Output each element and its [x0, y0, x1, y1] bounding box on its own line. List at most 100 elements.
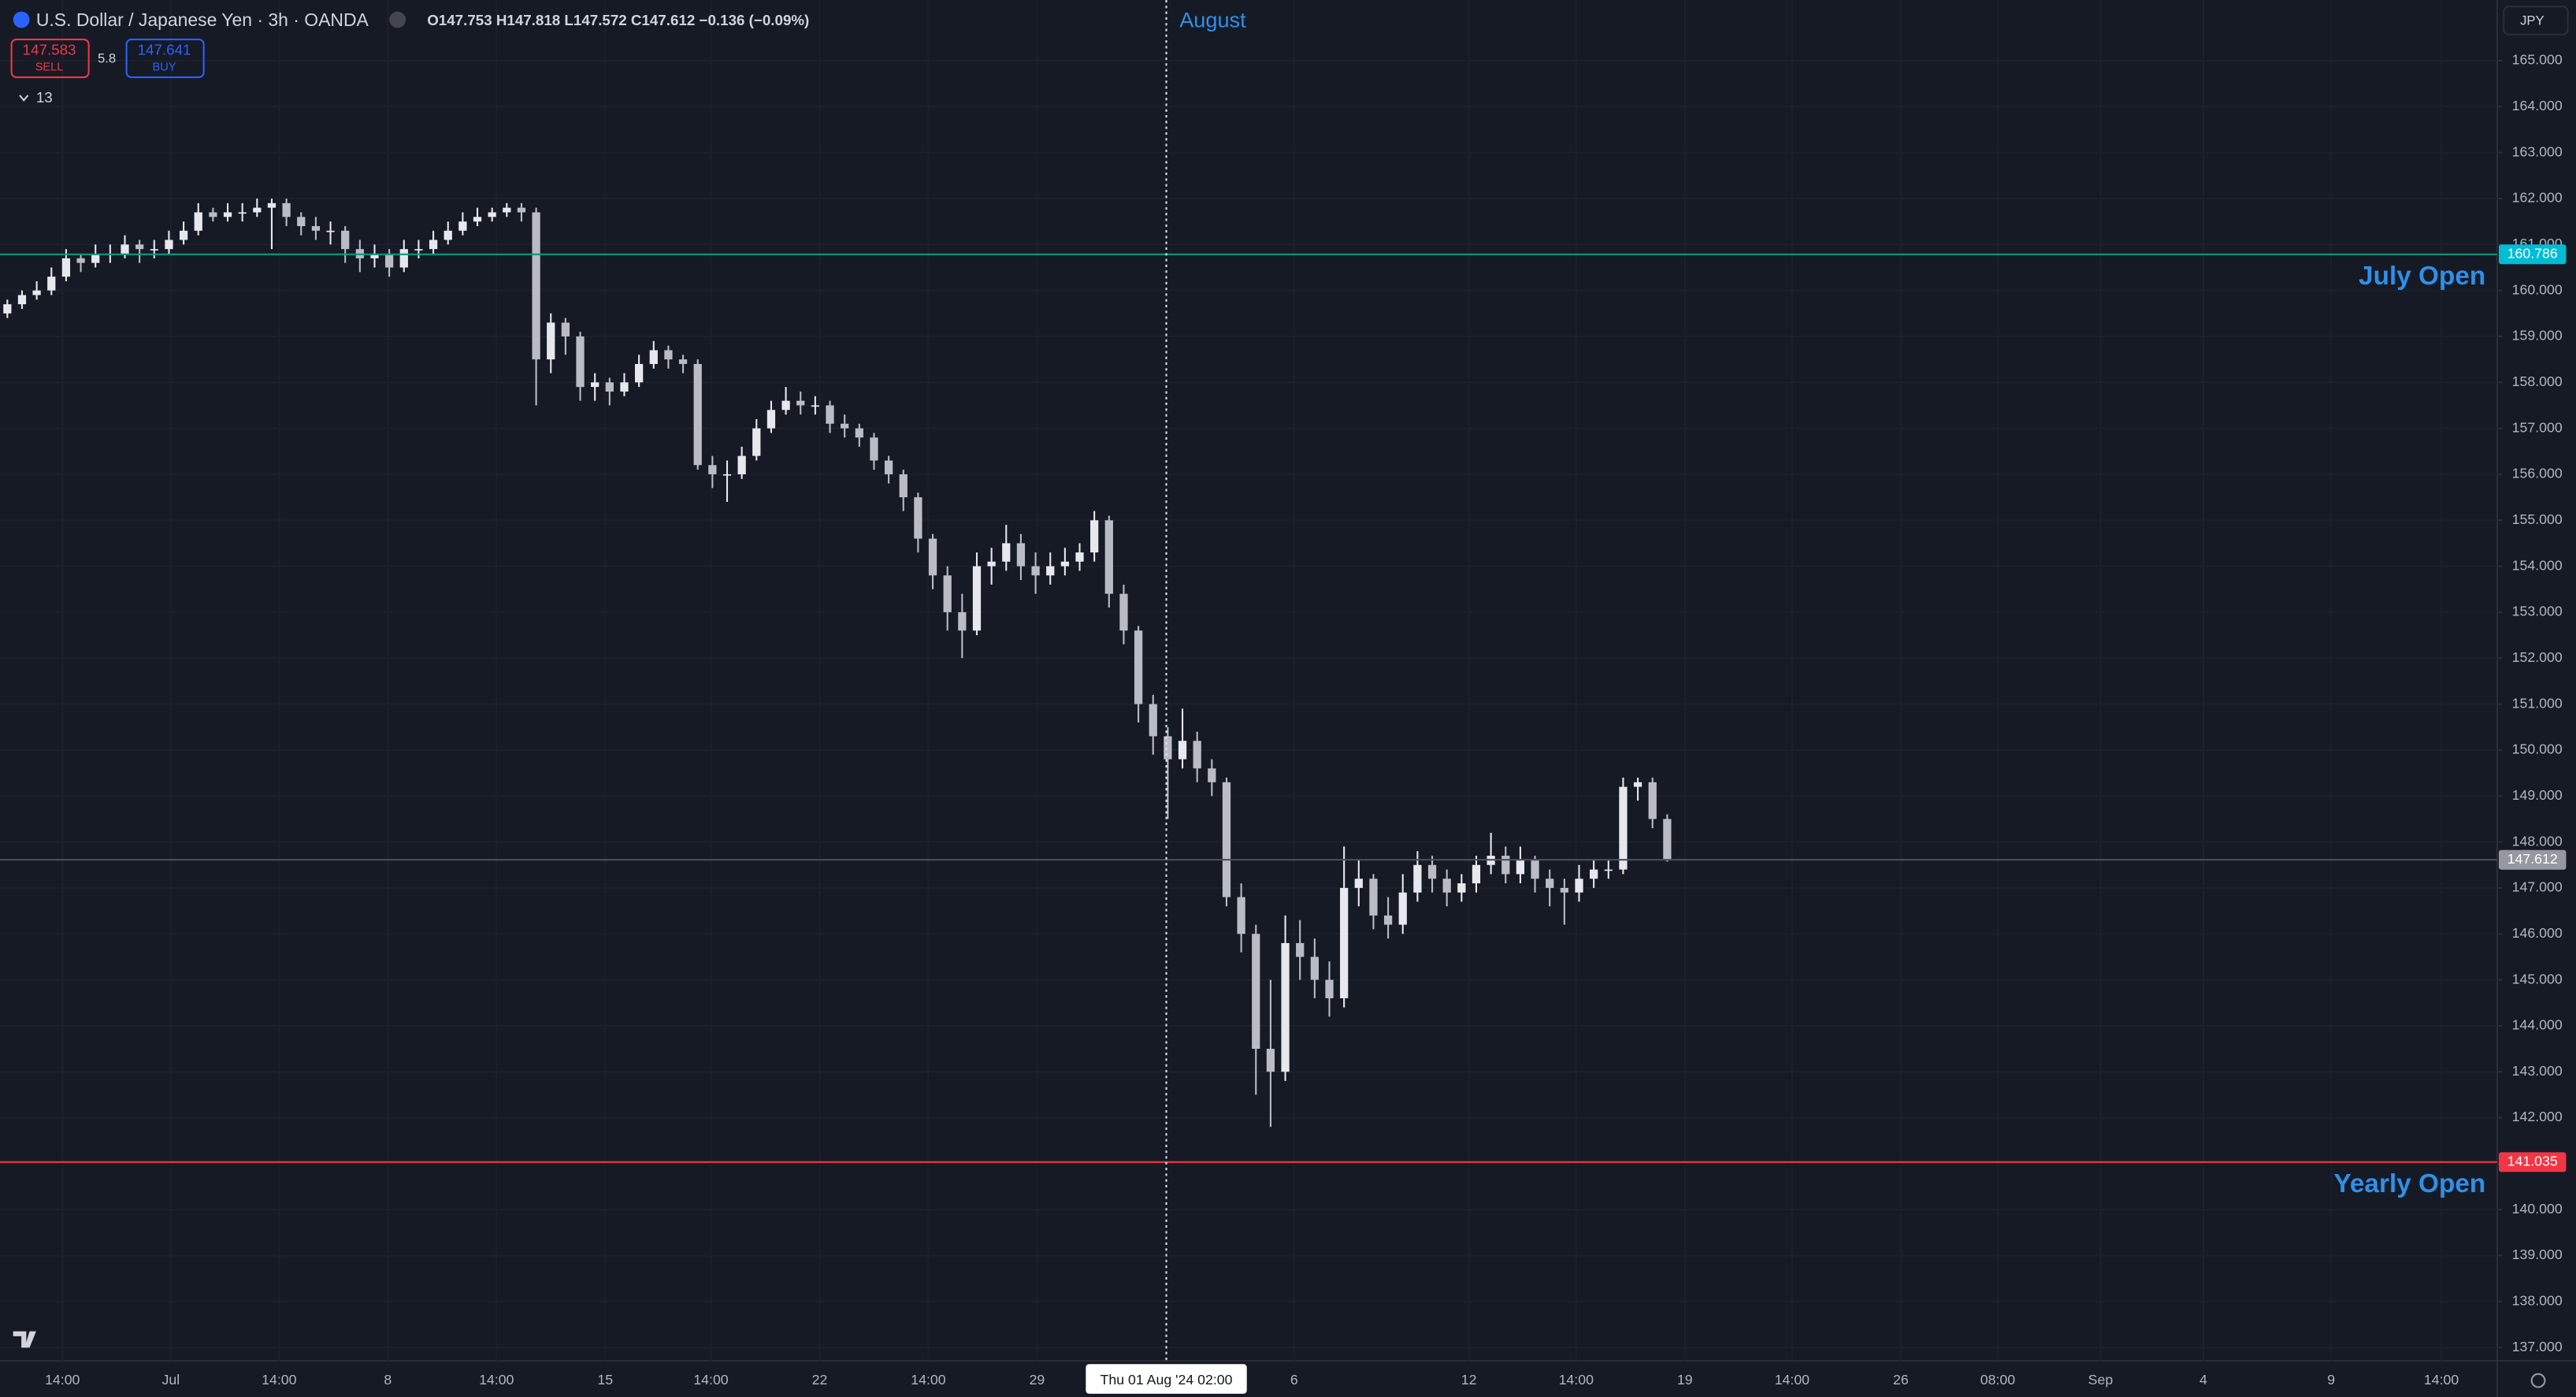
- candle-body: [693, 363, 702, 466]
- y-tick-label: 147.000: [2512, 879, 2563, 895]
- price-badge-label: 147.612: [2507, 851, 2558, 867]
- y-tick-label: 142.000: [2512, 1109, 2563, 1124]
- y-tick-label: 158.000: [2512, 373, 2563, 389]
- candle-body: [1427, 864, 1437, 879]
- candle-body: [1501, 856, 1510, 875]
- y-tick-label: 159.000: [2512, 328, 2563, 344]
- symbol-title[interactable]: U.S. Dollar / Japanese Yen · 3h · OANDA: [36, 9, 369, 30]
- collapse-icon[interactable]: [19, 95, 29, 102]
- candle-body: [870, 437, 878, 461]
- crosshair-label: Thu 01 Aug '24 02:00: [1101, 1372, 1233, 1388]
- candle-body: [61, 258, 71, 277]
- candle-body: [223, 212, 232, 217]
- candle-body: [414, 249, 423, 251]
- x-tick-label: 14:00: [911, 1372, 945, 1388]
- vertical-line-label: August: [1179, 7, 1246, 32]
- candle-body: [517, 207, 526, 213]
- candle-body: [209, 212, 217, 217]
- candle-body: [972, 566, 982, 631]
- line-label: Yearly Open: [2333, 1169, 2485, 1198]
- candle-body: [678, 359, 688, 364]
- buy-button[interactable]: [125, 39, 205, 79]
- sell-price: 147.583: [23, 42, 76, 58]
- candle-body: [752, 428, 761, 456]
- x-tick-label: 14:00: [1775, 1372, 1810, 1388]
- x-tick-label: Jul: [162, 1372, 180, 1388]
- candle-body: [1164, 736, 1172, 760]
- candle-body: [1252, 934, 1260, 1050]
- y-tick-label: 156.000: [2512, 466, 2563, 481]
- candle-body: [1325, 979, 1334, 998]
- candle-body: [150, 249, 158, 251]
- x-tick-label: 14:00: [479, 1372, 514, 1388]
- indicator-count[interactable]: 13: [36, 89, 53, 106]
- candle-body: [444, 230, 452, 240]
- candle-body: [326, 230, 335, 232]
- candle-body: [1648, 782, 1657, 819]
- y-tick-label: 153.000: [2512, 604, 2563, 619]
- candle-body: [576, 336, 585, 388]
- candle-body: [649, 350, 658, 364]
- candle-body: [855, 428, 863, 438]
- price-badge: [2498, 244, 2567, 265]
- sell-button[interactable]: [10, 39, 90, 79]
- candle-body: [76, 258, 85, 263]
- x-tick-label: 6: [1290, 1372, 1298, 1388]
- candle-body: [708, 465, 717, 474]
- candle-body: [1193, 741, 1201, 769]
- candle-body: [1281, 942, 1290, 1072]
- candle-body: [884, 460, 893, 474]
- candle-body: [1516, 860, 1525, 875]
- candle-body: [1575, 879, 1583, 893]
- candle-body: [311, 225, 321, 231]
- candle-body: [1383, 915, 1393, 925]
- x-tick-label: 12: [1461, 1372, 1477, 1388]
- ohlc-readout: O147.753 H147.818 L147.572 C147.612 −0.1…: [427, 12, 809, 28]
- candle-body: [32, 290, 41, 295]
- buy-label: BUY: [153, 61, 176, 73]
- currency-button[interactable]: [2503, 6, 2569, 35]
- candle-body: [958, 611, 967, 631]
- y-tick-label: 138.000: [2512, 1293, 2563, 1309]
- crosshair-badge: [1086, 1364, 1247, 1394]
- candle-body: [547, 322, 555, 360]
- buy-price: 147.641: [138, 42, 191, 58]
- y-tick-label: 139.000: [2512, 1247, 2563, 1262]
- candle-body: [1560, 887, 1568, 893]
- settings-icon[interactable]: [2530, 1373, 2546, 1388]
- x-tick-label: 14:00: [1559, 1372, 1594, 1388]
- candle-body: [1442, 879, 1451, 893]
- candle-body: [841, 423, 849, 429]
- candle-body: [194, 212, 202, 231]
- y-tick-label: 151.000: [2512, 695, 2563, 711]
- y-tick-label: 150.000: [2512, 741, 2563, 757]
- candle-body: [1075, 552, 1084, 562]
- y-tick-label: 157.000: [2512, 419, 2563, 435]
- candle-body: [1398, 892, 1407, 925]
- candle-body: [987, 561, 996, 567]
- candle-body: [121, 244, 129, 254]
- candle-body: [458, 221, 467, 231]
- candle-body: [1457, 883, 1466, 893]
- candle-body: [91, 253, 100, 263]
- x-tick-label: 14:00: [2424, 1372, 2459, 1388]
- candle-body: [605, 382, 614, 392]
- candle-body: [1222, 782, 1231, 897]
- x-tick-label: 4: [2199, 1372, 2207, 1388]
- candle-body: [1413, 864, 1422, 893]
- logo: [13, 1331, 36, 1348]
- price-badge: [2498, 1152, 2567, 1172]
- candle-body: [1208, 768, 1216, 782]
- symbol-flag: [13, 11, 30, 28]
- candle-body: [1590, 869, 1598, 879]
- candle-body: [561, 322, 570, 336]
- candle-body: [1178, 741, 1187, 760]
- candle-body: [914, 497, 922, 539]
- y-tick-label: 163.000: [2512, 143, 2563, 159]
- candle-body: [370, 253, 379, 258]
